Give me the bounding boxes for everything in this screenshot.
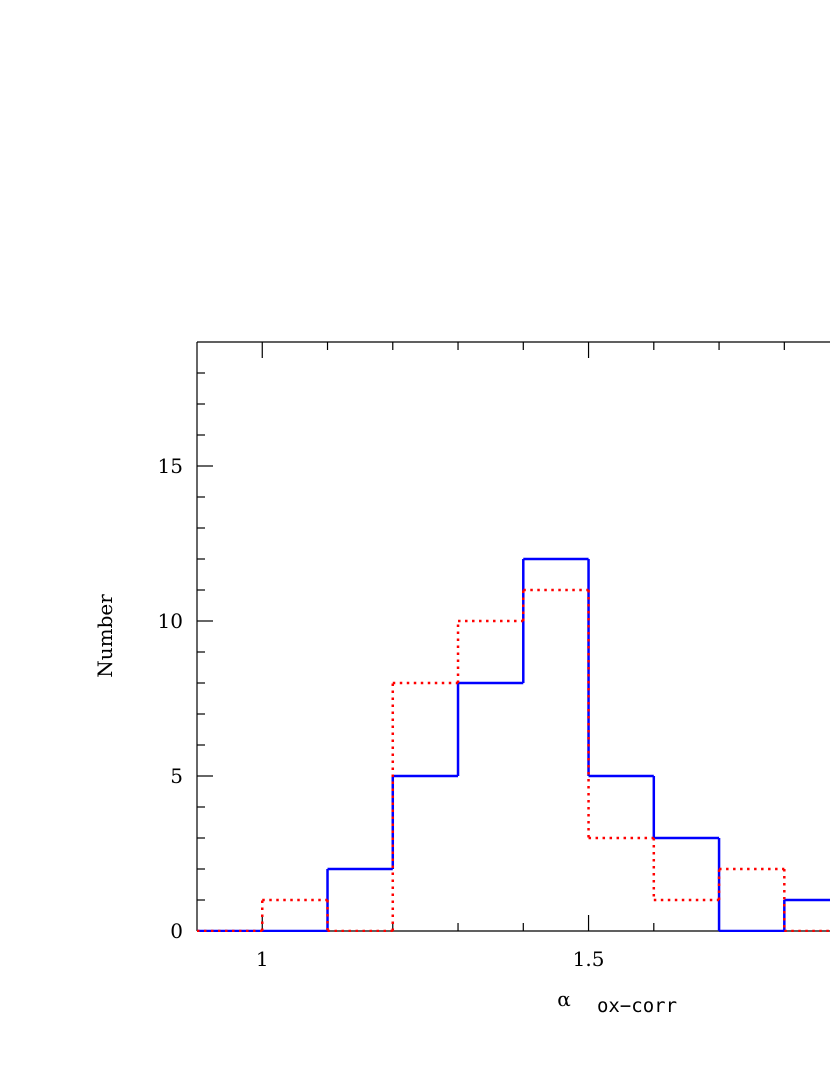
y-tick-label: 0 <box>170 919 183 943</box>
x-axis-label-subscript: ox−corr <box>597 995 677 1017</box>
x-tick-label: 1 <box>256 947 269 971</box>
y-tick-label: 15 <box>158 454 183 478</box>
y-tick-label: 10 <box>158 609 183 633</box>
plot-area <box>197 557 830 932</box>
y-axis-label: Number <box>93 594 117 678</box>
x-tick-label: 1.5 <box>573 947 605 971</box>
y-tick-label: 5 <box>170 764 183 788</box>
x-axis-label: α <box>557 987 571 1011</box>
